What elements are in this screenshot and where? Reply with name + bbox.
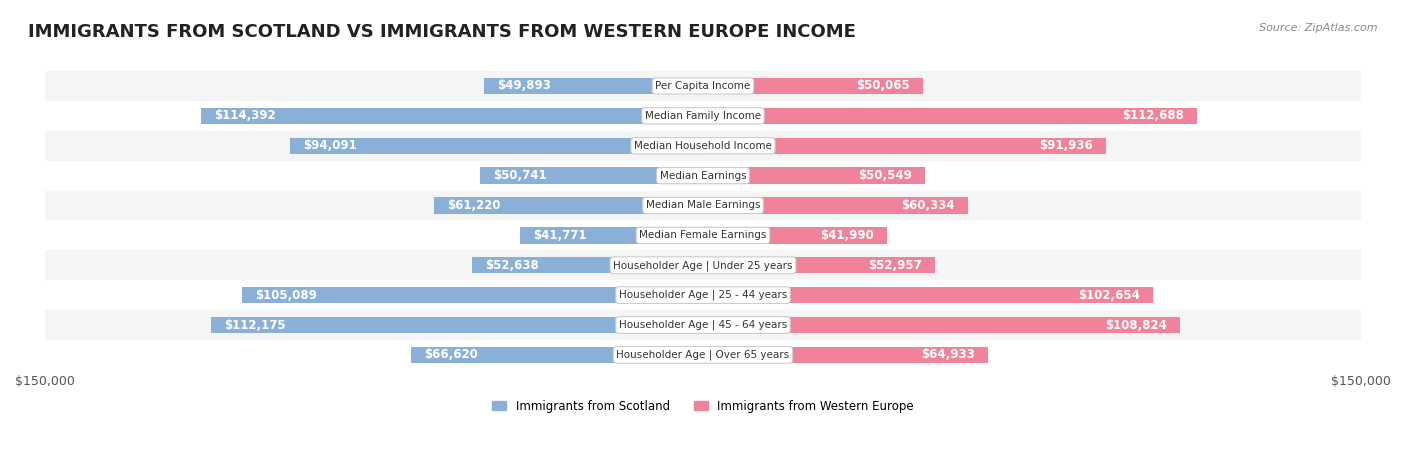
- Bar: [290, 137, 703, 154]
- Text: $41,771: $41,771: [533, 229, 586, 242]
- Text: $41,990: $41,990: [820, 229, 875, 242]
- Bar: [45, 131, 1361, 161]
- Bar: [45, 191, 1361, 220]
- Text: $94,091: $94,091: [304, 139, 357, 152]
- Bar: [45, 310, 1361, 340]
- Text: $64,933: $64,933: [921, 348, 974, 361]
- Text: $114,392: $114,392: [214, 109, 276, 122]
- Text: IMMIGRANTS FROM SCOTLAND VS IMMIGRANTS FROM WESTERN EUROPE INCOME: IMMIGRANTS FROM SCOTLAND VS IMMIGRANTS F…: [28, 23, 856, 42]
- Text: $66,620: $66,620: [423, 348, 478, 361]
- Text: $108,824: $108,824: [1105, 318, 1167, 332]
- Text: $50,549: $50,549: [858, 169, 911, 182]
- Text: Per Capita Income: Per Capita Income: [655, 81, 751, 91]
- Text: $49,893: $49,893: [498, 79, 551, 92]
- Bar: [520, 227, 703, 244]
- Text: Householder Age | Over 65 years: Householder Age | Over 65 years: [616, 350, 790, 360]
- Text: Source: ZipAtlas.com: Source: ZipAtlas.com: [1260, 23, 1378, 33]
- Text: Median Male Earnings: Median Male Earnings: [645, 200, 761, 211]
- Bar: [411, 347, 703, 363]
- Text: $105,089: $105,089: [254, 289, 316, 302]
- Text: $52,957: $52,957: [869, 259, 922, 272]
- Text: $112,688: $112,688: [1122, 109, 1184, 122]
- Bar: [703, 78, 922, 94]
- Text: $50,741: $50,741: [494, 169, 547, 182]
- Bar: [45, 101, 1361, 131]
- Legend: Immigrants from Scotland, Immigrants from Western Europe: Immigrants from Scotland, Immigrants fro…: [488, 395, 918, 417]
- Bar: [45, 71, 1361, 101]
- Text: Median Earnings: Median Earnings: [659, 170, 747, 181]
- Bar: [703, 107, 1198, 124]
- Bar: [481, 167, 703, 184]
- Bar: [703, 317, 1181, 333]
- Text: Householder Age | 45 - 64 years: Householder Age | 45 - 64 years: [619, 320, 787, 330]
- Text: Householder Age | 25 - 44 years: Householder Age | 25 - 44 years: [619, 290, 787, 300]
- Bar: [45, 280, 1361, 310]
- Text: $60,334: $60,334: [901, 199, 955, 212]
- Bar: [703, 167, 925, 184]
- Bar: [211, 317, 703, 333]
- Bar: [201, 107, 703, 124]
- Bar: [45, 220, 1361, 250]
- Text: Median Female Earnings: Median Female Earnings: [640, 230, 766, 241]
- Bar: [703, 347, 988, 363]
- Bar: [703, 197, 967, 214]
- Bar: [434, 197, 703, 214]
- Bar: [45, 250, 1361, 280]
- Text: $50,065: $50,065: [856, 79, 910, 92]
- Text: Median Family Income: Median Family Income: [645, 111, 761, 121]
- Bar: [472, 257, 703, 274]
- Text: $91,936: $91,936: [1039, 139, 1094, 152]
- Bar: [45, 340, 1361, 370]
- Text: $61,220: $61,220: [447, 199, 501, 212]
- Bar: [484, 78, 703, 94]
- Bar: [242, 287, 703, 304]
- Bar: [703, 257, 935, 274]
- Text: $52,638: $52,638: [485, 259, 538, 272]
- Bar: [703, 137, 1107, 154]
- Text: $102,654: $102,654: [1078, 289, 1140, 302]
- Bar: [45, 161, 1361, 191]
- Text: Median Household Income: Median Household Income: [634, 141, 772, 151]
- Bar: [703, 287, 1153, 304]
- Text: Householder Age | Under 25 years: Householder Age | Under 25 years: [613, 260, 793, 270]
- Bar: [703, 227, 887, 244]
- Text: $112,175: $112,175: [224, 318, 285, 332]
